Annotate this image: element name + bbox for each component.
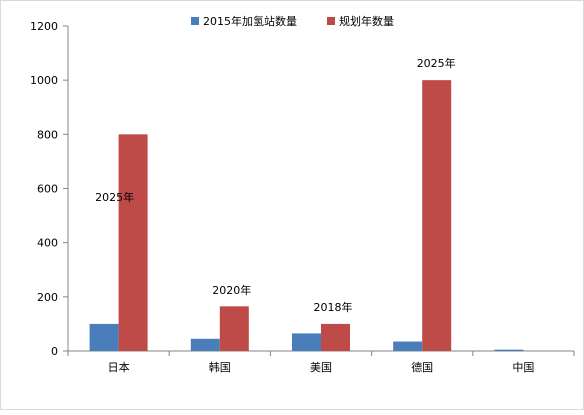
axes: 0 200 400 600 800 1000 1200 日本 韩国 美国 德国 中国 — [30, 20, 575, 374]
legend-swatch-2015 — [191, 17, 199, 25]
legend: 2015年加氢站数量 规划年数量 — [191, 14, 394, 28]
bar-2015-stations — [190, 338, 220, 351]
x-tick-label: 韩国 — [209, 360, 231, 374]
target-year-label: 2025年 — [417, 56, 456, 70]
bar-2015-stations — [89, 323, 119, 351]
bar-planned-count — [219, 306, 249, 351]
legend-swatch-planned — [327, 17, 335, 25]
annotations: 2025年 2020年 2018年 2025年 — [95, 56, 456, 314]
y-tick-label: 600 — [37, 183, 58, 196]
bar-planned-count — [118, 134, 148, 351]
legend-label: 2015年加氢站数量 — [203, 14, 297, 28]
y-tick-label: 400 — [37, 237, 58, 250]
x-tick-label: 中国 — [512, 361, 534, 374]
y-tick-label: 800 — [37, 128, 58, 141]
target-year-label: 2020年 — [212, 283, 251, 297]
bar-2015-stations — [494, 349, 524, 351]
bar-planned-count — [321, 323, 350, 351]
x-tick-label: 日本 — [108, 360, 130, 374]
x-tick-label: 德国 — [411, 360, 433, 374]
target-year-label: 2018年 — [314, 300, 353, 314]
bar-2015-stations — [292, 333, 321, 351]
bars — [89, 80, 524, 352]
target-year-label: 2025年 — [95, 190, 134, 204]
y-tick-label: 1200 — [30, 20, 58, 33]
bar-2015-stations — [393, 341, 423, 351]
y-tick-label: 1000 — [30, 74, 58, 87]
y-tick-label: 200 — [37, 291, 58, 304]
legend-label: 规划年数量 — [339, 14, 394, 28]
x-tick-label: 美国 — [310, 361, 332, 374]
y-tick-label: 0 — [51, 345, 58, 358]
bar-planned-count — [422, 80, 452, 352]
